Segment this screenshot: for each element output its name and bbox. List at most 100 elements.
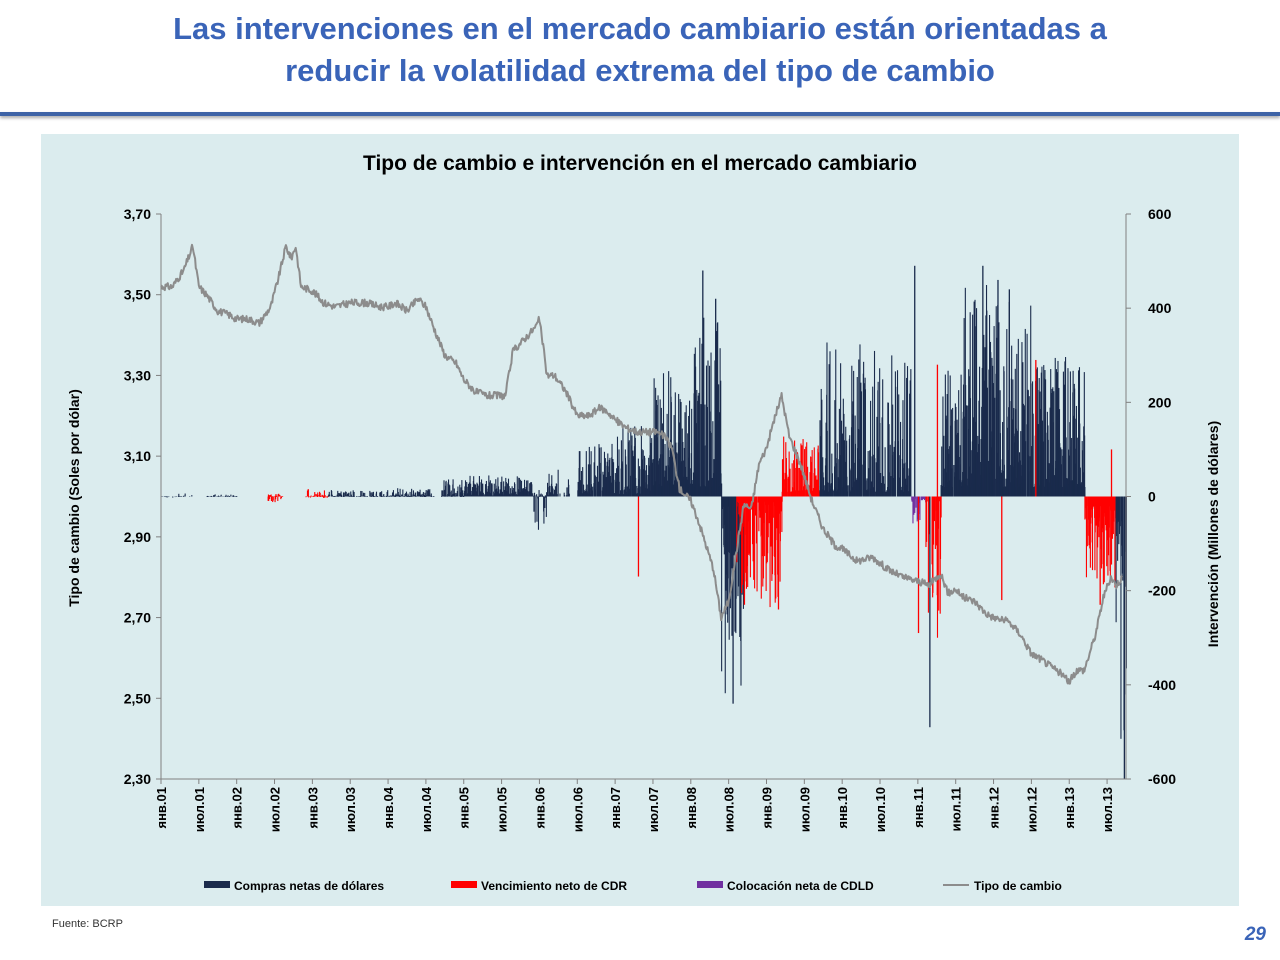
intervention-bar	[772, 496, 774, 557]
intervention-bar	[322, 496, 324, 497]
intervention-bar	[874, 458, 876, 497]
intervention-bar	[717, 322, 719, 497]
intervention-bar	[902, 400, 904, 497]
intervention-bar	[172, 496, 174, 498]
intervention-bar	[589, 464, 591, 497]
intervention-bar	[545, 496, 547, 497]
intervention-bar	[856, 377, 858, 497]
intervention-bar	[688, 400, 691, 497]
intervention-bar	[536, 496, 538, 499]
intervention-bar	[494, 494, 496, 497]
intervention-bar	[1054, 357, 1056, 497]
intervention-bar	[1053, 391, 1055, 497]
intervention-bar	[651, 462, 653, 497]
intervention-bar	[418, 492, 421, 497]
intervention-bar	[1038, 378, 1040, 497]
intervention-bar	[406, 496, 408, 497]
intervention-bar	[313, 496, 315, 497]
intervention-bar	[533, 495, 535, 497]
intervention-bar	[1101, 496, 1104, 529]
intervention-bar	[666, 413, 668, 497]
intervention-bar	[851, 365, 853, 497]
intervention-bar	[395, 493, 397, 497]
intervention-bar	[959, 464, 962, 497]
intervention-bar	[724, 496, 726, 694]
intervention-bar	[945, 418, 947, 497]
intervention-bar	[798, 467, 800, 497]
intervention-bar	[831, 473, 833, 497]
intervention-bar	[1043, 486, 1045, 497]
legend-label-compras: Compras netas de dólares	[234, 879, 384, 893]
intervention-bar	[965, 385, 967, 497]
intervention-bar	[306, 490, 309, 497]
intervention-bar	[630, 427, 632, 497]
intervention-bar	[1106, 496, 1108, 541]
intervention-bar	[891, 355, 893, 497]
intervention-bar	[942, 396, 944, 497]
intervention-bar	[393, 495, 395, 497]
intervention-bar	[308, 496, 310, 498]
intervention-bar	[473, 484, 475, 497]
intervention-bar	[1002, 470, 1004, 497]
intervention-bar	[660, 407, 662, 497]
intervention-bar	[272, 496, 274, 503]
intervention-bar	[739, 496, 741, 535]
x-tick-label: янв.13	[1062, 787, 1077, 829]
intervention-bar	[479, 482, 481, 497]
intervention-bar	[547, 482, 549, 497]
intervention-bar	[616, 493, 618, 497]
intervention-bar	[1118, 496, 1120, 534]
intervention-bar	[900, 421, 902, 497]
intervention-bar	[837, 477, 839, 497]
intervention-bar	[718, 412, 720, 497]
intervention-bar	[497, 486, 500, 497]
intervention-bar	[490, 493, 492, 497]
intervention-bar	[616, 436, 619, 497]
intervention-bar	[514, 495, 516, 497]
intervention-bar	[915, 496, 917, 508]
intervention-bar	[590, 451, 592, 497]
x-tick-label: июл.08	[722, 787, 737, 832]
intervention-bar	[482, 492, 484, 497]
intervention-bar	[479, 491, 481, 497]
intervention-bar	[853, 370, 855, 497]
intervention-bar	[958, 390, 960, 497]
intervention-bar	[595, 476, 597, 497]
intervention-bar	[316, 496, 319, 497]
intervention-bar	[1030, 383, 1032, 497]
intervention-bar	[769, 496, 771, 608]
intervention-bar	[563, 492, 565, 497]
intervention-bar	[476, 482, 478, 497]
intervention-bar	[1027, 390, 1029, 497]
intervention-bar	[366, 496, 368, 497]
intervention-bar	[923, 496, 925, 499]
intervention-bar	[893, 477, 895, 497]
intervention-bar	[235, 496, 237, 497]
intervention-bar	[972, 417, 975, 497]
intervention-bar	[408, 496, 410, 497]
intervention-bar	[535, 495, 537, 497]
intervention-bar	[449, 485, 451, 497]
intervention-bar	[568, 484, 570, 497]
intervention-bar	[863, 383, 865, 497]
intervention-bar	[380, 491, 382, 497]
intervention-bar	[613, 479, 615, 497]
intervention-bar	[906, 377, 908, 497]
intervention-bar	[615, 481, 617, 497]
intervention-bar	[1043, 365, 1045, 497]
intervention-bar	[797, 452, 799, 497]
intervention-bar	[658, 464, 660, 497]
intervention-bar	[408, 496, 411, 497]
intervention-bar	[1046, 480, 1048, 497]
intervention-bar	[217, 496, 219, 497]
intervention-bar	[991, 357, 993, 497]
intervention-bar	[583, 491, 586, 497]
intervention-bar	[777, 496, 780, 610]
intervention-bar	[495, 485, 497, 497]
intervention-bar	[450, 490, 452, 497]
intervention-bar	[464, 486, 466, 497]
intervention-bar	[957, 432, 959, 497]
intervention-bar	[421, 496, 423, 497]
intervention-bar	[352, 490, 354, 497]
intervention-bar	[361, 495, 363, 497]
